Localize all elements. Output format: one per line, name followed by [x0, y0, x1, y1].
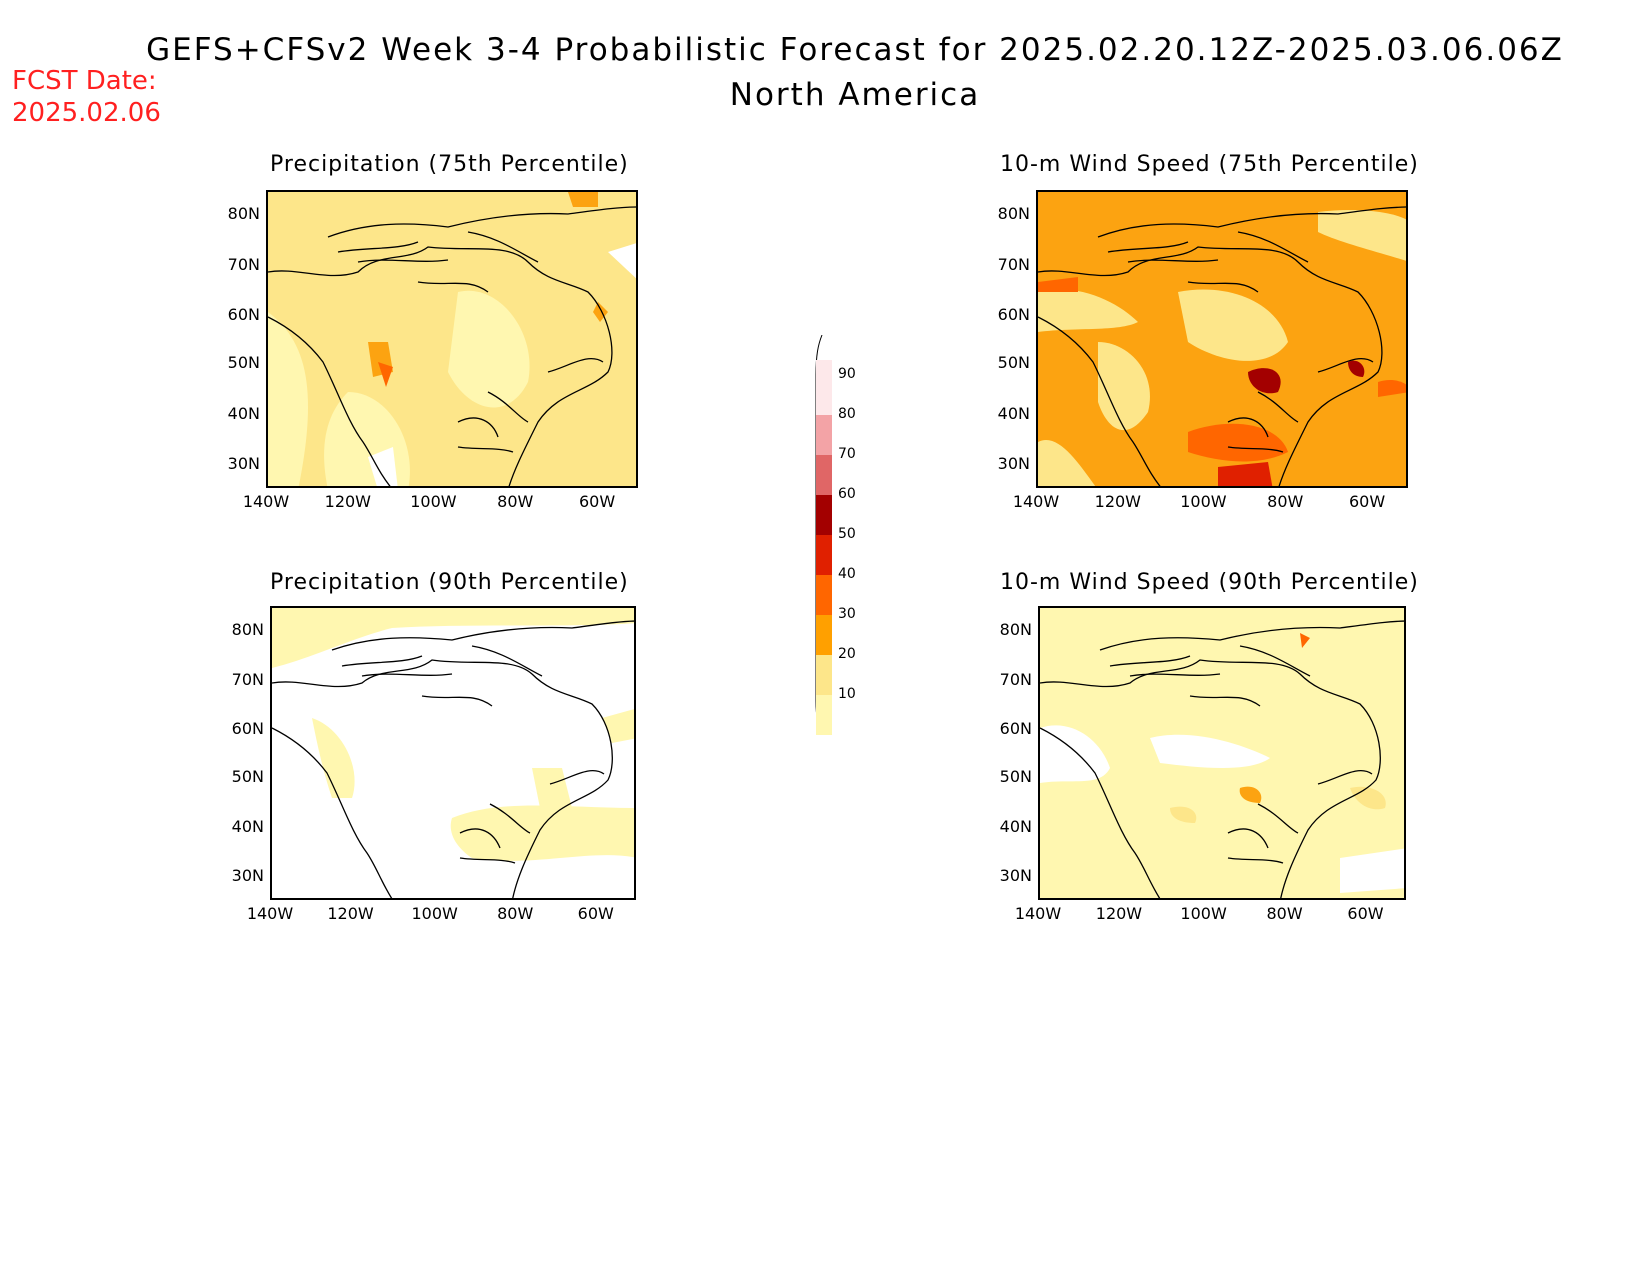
lon-tick-label: 120W: [327, 904, 374, 923]
colorbar-label: 80: [838, 406, 856, 422]
lat-tick-label: 30N: [999, 866, 1032, 886]
lon-tick-label: 100W: [410, 492, 457, 511]
lon-tick-label: 60W: [1347, 904, 1384, 923]
region-subtitle: North America: [729, 77, 981, 113]
map-wind75: [1036, 190, 1408, 488]
lat-tick-label: 50N: [227, 352, 260, 372]
lon-tick-label: 140W: [1012, 492, 1060, 511]
lon-tick-label: 80W: [1266, 904, 1303, 923]
colorbar-svg: [815, 335, 832, 735]
lon-tick-label: 120W: [1094, 492, 1141, 511]
colorbar-label: 70: [838, 446, 856, 462]
panel-title-precip90: Precipitation (90th Percentile): [270, 570, 629, 595]
panel-title-precip75: Precipitation (75th Percentile): [270, 152, 629, 177]
lat-tick-label: 40N: [997, 403, 1030, 423]
lat-tick-label: 70N: [999, 669, 1032, 689]
map-layer-precip90: [272, 608, 634, 898]
lat-tick-label: 30N: [227, 454, 260, 474]
colorbar-swatch: [816, 535, 832, 575]
lon-tick-label: 60W: [1348, 492, 1386, 511]
lat-tick-label: 30N: [997, 454, 1030, 474]
lat-tick-label: 80N: [227, 203, 260, 223]
lat-tick-label: 40N: [227, 403, 260, 423]
lon-tick-label: 80W: [1267, 492, 1304, 511]
fcst-date: 2025.02.06: [12, 98, 161, 128]
lon-tick-label: 100W: [411, 904, 458, 923]
colorbar-label: 90: [838, 366, 856, 382]
lon-tick-label: 140W: [1014, 904, 1062, 923]
lat-tick-label: 60N: [227, 305, 260, 325]
lon-tick-label: 100W: [1180, 492, 1227, 511]
colorbar-label: 60: [838, 486, 856, 502]
lat-tick-label: 30N: [231, 866, 264, 886]
colorbar-swatch: [816, 360, 832, 415]
colorbar-swatch: [816, 615, 832, 655]
lat-tick-label: 50N: [999, 766, 1032, 786]
fcst-label: FCST Date:: [12, 66, 157, 96]
map-layer-wind90: [1040, 608, 1404, 898]
map-precip90: [270, 606, 636, 900]
colorbar-label: 10: [838, 686, 856, 702]
lat-tick-label: 50N: [231, 766, 264, 786]
lon-tick-label: 140W: [246, 904, 294, 923]
lon-tick-label: 80W: [497, 904, 534, 923]
lat-tick-label: 70N: [231, 669, 264, 689]
lat-tick-label: 60N: [999, 719, 1032, 739]
colorbar-label: 20: [838, 646, 856, 662]
lon-tick-label: 60W: [578, 492, 616, 511]
lon-tick-label: 80W: [497, 492, 534, 511]
lat-tick-label: 80N: [997, 203, 1030, 223]
map-precip75: [266, 190, 638, 488]
colorbar-swatch: [816, 415, 832, 455]
lat-tick-label: 60N: [231, 719, 264, 739]
lon-tick-label: 140W: [242, 492, 290, 511]
lat-tick-label: 50N: [997, 352, 1030, 372]
map-wind90: [1038, 606, 1406, 900]
colorbar-label: 50: [838, 526, 856, 542]
lon-tick-label: 120W: [1095, 904, 1143, 923]
map-layer-precip75: [268, 192, 636, 486]
lon-tick-label: 120W: [324, 492, 371, 511]
lat-tick-label: 60N: [997, 305, 1030, 325]
colorbar-swatch: [816, 575, 832, 615]
lat-tick-label: 80N: [231, 619, 264, 639]
panel-title-wind75: 10-m Wind Speed (75th Percentile): [1000, 152, 1419, 177]
lat-tick-label: 70N: [997, 254, 1030, 274]
lat-tick-label: 70N: [227, 254, 260, 274]
colorbar-swatch: [816, 455, 832, 495]
lat-tick-label: 80N: [999, 619, 1032, 639]
lon-tick-label: 100W: [1180, 904, 1227, 923]
colorbar-swatch: [816, 695, 832, 735]
colorbar-swatch: [816, 495, 832, 535]
lon-tick-label: 60W: [577, 904, 614, 923]
colorbar-label: 40: [838, 566, 856, 582]
main-title: GEFS+CFSv2 Week 3-4 Probabilistic Foreca…: [146, 32, 1564, 68]
lat-tick-label: 40N: [231, 816, 264, 836]
panel-title-wind90: 10-m Wind Speed (90th Percentile): [1000, 570, 1419, 595]
lat-tick-label: 40N: [999, 816, 1032, 836]
colorbar-label: 30: [838, 606, 856, 622]
colorbar: 90 80 70 60 50 40 30 20 10: [808, 335, 868, 735]
colorbar-swatch: [816, 655, 832, 695]
map-layer-wind75: [1038, 192, 1406, 486]
